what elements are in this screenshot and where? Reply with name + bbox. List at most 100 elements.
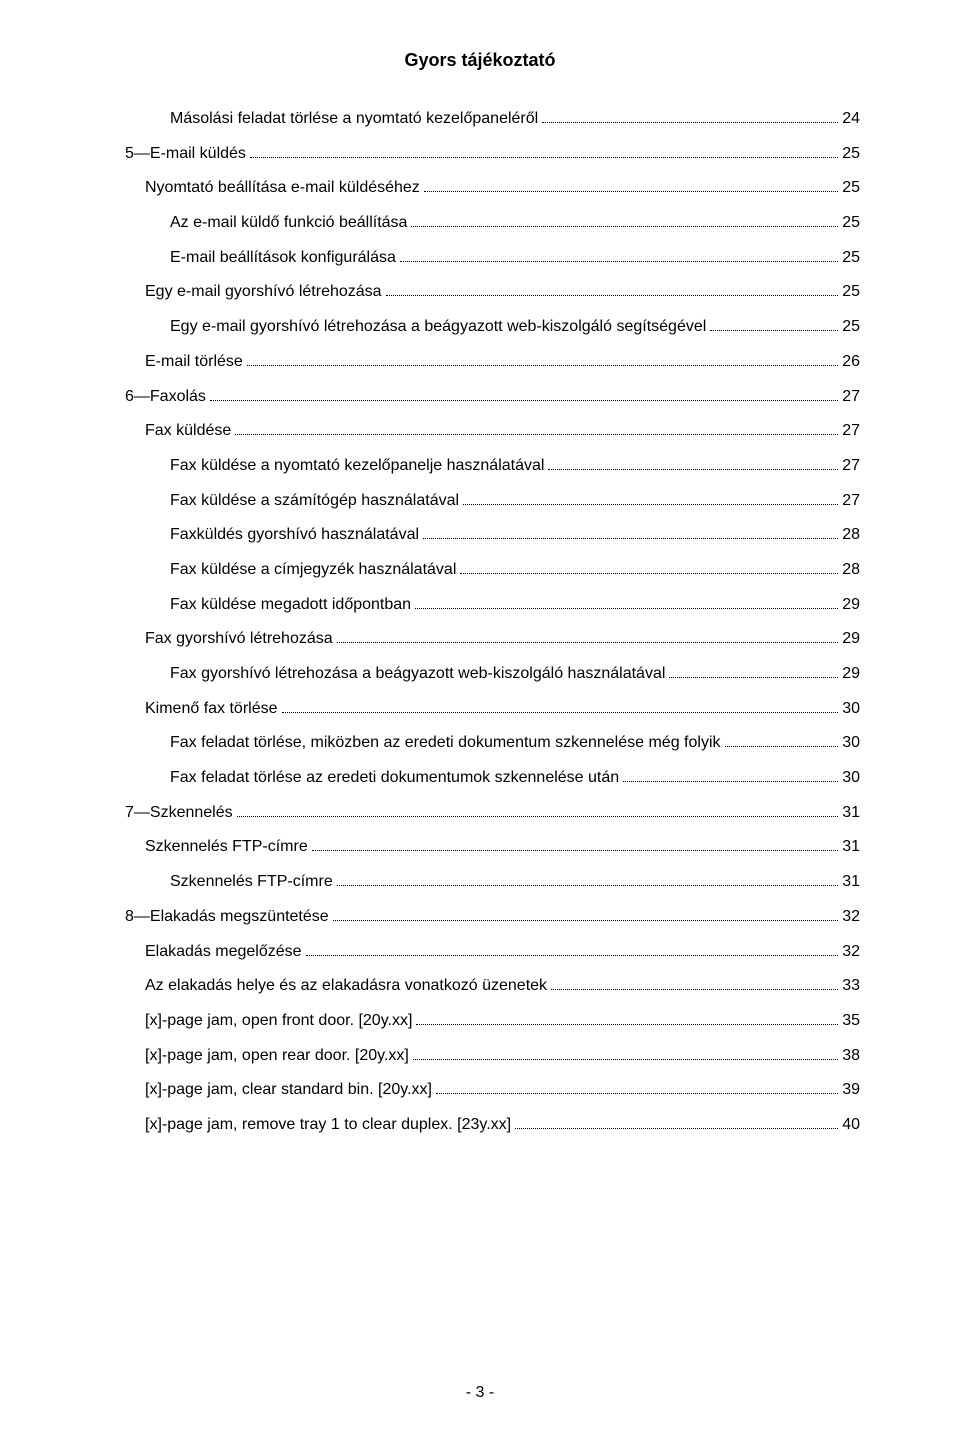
toc-entry-page: 30	[842, 733, 860, 752]
toc-leader-dots	[551, 989, 838, 990]
toc-entry-label: Másolási feladat törlése a nyomtató keze…	[170, 109, 538, 128]
toc-leader-dots	[542, 122, 838, 123]
toc-row: Az e-mail küldő funkció beállítása25	[100, 213, 860, 232]
toc-entry-label: Fax küldése	[145, 421, 231, 440]
toc-row: Szkennelés FTP-címre 31	[100, 837, 860, 856]
toc-row: [x]-page jam, open rear door. [20y.xx] 38	[100, 1046, 860, 1065]
toc-entry-label: Egy e-mail gyorshívó létrehozása	[145, 282, 382, 301]
toc-leader-dots	[250, 157, 838, 158]
table-of-contents: Másolási feladat törlése a nyomtató keze…	[100, 109, 860, 1134]
toc-leader-dots	[210, 400, 838, 401]
toc-entry-label: Faxküldés gyorshívó használatával	[170, 525, 419, 544]
toc-leader-dots	[386, 295, 839, 296]
toc-entry-page: 27	[842, 491, 860, 510]
toc-entry-label: Az elakadás helye és az elakadásra vonat…	[145, 976, 547, 995]
toc-entry-page: 25	[842, 213, 860, 232]
toc-leader-dots	[424, 191, 838, 192]
toc-leader-dots	[710, 330, 838, 331]
toc-entry-page: 25	[842, 248, 860, 267]
toc-entry-page: 40	[842, 1115, 860, 1134]
toc-entry-page: 38	[842, 1046, 860, 1065]
toc-leader-dots	[400, 261, 838, 262]
toc-row: Az elakadás helye és az elakadásra vonat…	[100, 976, 860, 995]
toc-entry-label: Fax feladat törlése az eredeti dokumentu…	[170, 768, 619, 787]
page-footer: - 3 -	[0, 1384, 960, 1402]
toc-entry-page: 33	[842, 976, 860, 995]
toc-entry-label: Szkennelés FTP-címre	[170, 872, 333, 891]
toc-leader-dots	[306, 955, 839, 956]
toc-leader-dots	[669, 677, 838, 678]
header-title: Gyors tájékoztató	[404, 50, 555, 70]
toc-entry-page: 28	[842, 560, 860, 579]
toc-row: 8—Elakadás megszüntetése 32	[100, 907, 860, 926]
toc-entry-label: Fax küldése megadott időpontban	[170, 595, 411, 614]
toc-entry-label: [x]-page jam, open front door. [20y.xx]	[145, 1011, 412, 1030]
toc-row: 6—Faxolás27	[100, 387, 860, 406]
toc-leader-dots	[423, 538, 838, 539]
toc-entry-label: Szkennelés FTP-címre	[145, 837, 308, 856]
toc-entry-page: 27	[842, 456, 860, 475]
toc-leader-dots	[235, 434, 838, 435]
toc-leader-dots	[416, 1024, 838, 1025]
toc-leader-dots	[623, 781, 838, 782]
toc-leader-dots	[463, 504, 838, 505]
toc-leader-dots	[415, 608, 838, 609]
toc-entry-page: 25	[842, 144, 860, 163]
toc-leader-dots	[247, 365, 838, 366]
toc-entry-label: E-mail beállítások konfigurálása	[170, 248, 396, 267]
toc-entry-label: Fax küldése a nyomtató kezelőpanelje has…	[170, 456, 544, 475]
toc-row: Fax küldése 27	[100, 421, 860, 440]
toc-row: Kimenő fax törlése30	[100, 699, 860, 718]
toc-leader-dots	[411, 226, 838, 227]
toc-row: [x]-page jam, remove tray 1 to clear dup…	[100, 1115, 860, 1134]
toc-row: E-mail beállítások konfigurálása 25	[100, 248, 860, 267]
footer-page-number: - 3 -	[466, 1384, 494, 1401]
toc-leader-dots	[333, 920, 839, 921]
toc-entry-label: Elakadás megelőzése	[145, 942, 302, 961]
toc-entry-label: Kimenő fax törlése	[145, 699, 278, 718]
toc-entry-page: 26	[842, 352, 860, 371]
toc-leader-dots	[436, 1093, 838, 1094]
toc-row: Fax gyorshívó létrehozása 29	[100, 629, 860, 648]
toc-entry-page: 25	[842, 178, 860, 197]
toc-row: Fax küldése a számítógép használatával 27	[100, 491, 860, 510]
toc-entry-label: [x]-page jam, remove tray 1 to clear dup…	[145, 1115, 511, 1134]
toc-entry-page: 31	[842, 837, 860, 856]
toc-row: Nyomtató beállítása e-mail küldéséhez 25	[100, 178, 860, 197]
toc-row: Egy e-mail gyorshívó létrehozása 25	[100, 282, 860, 301]
toc-leader-dots	[413, 1059, 838, 1060]
toc-entry-label: Fax gyorshívó létrehozása	[145, 629, 333, 648]
toc-entry-page: 24	[842, 109, 860, 128]
toc-row: [x]-page jam, open front door. [20y.xx] 3…	[100, 1011, 860, 1030]
toc-entry-label: Fax feladat törlése, miközben az eredeti…	[170, 733, 721, 752]
toc-row: Fax gyorshívó létrehozása a beágyazott w…	[100, 664, 860, 683]
toc-row: Fax feladat törlése az eredeti dokumentu…	[100, 768, 860, 787]
toc-row: Elakadás megelőzése32	[100, 942, 860, 961]
toc-entry-page: 32	[842, 907, 860, 926]
toc-leader-dots	[312, 850, 838, 851]
toc-entry-label: [x]-page jam, open rear door. [20y.xx]	[145, 1046, 409, 1065]
toc-entry-page: 39	[842, 1080, 860, 1099]
toc-entry-label: Fax küldése a számítógép használatával	[170, 491, 459, 510]
toc-entry-label: 8—Elakadás megszüntetése	[125, 907, 329, 926]
toc-row: Fax küldése a nyomtató kezelőpanelje has…	[100, 456, 860, 475]
toc-entry-page: 29	[842, 629, 860, 648]
toc-row: 7—Szkennelés31	[100, 803, 860, 822]
toc-entry-page: 25	[842, 317, 860, 336]
toc-entry-label: 7—Szkennelés	[125, 803, 233, 822]
toc-entry-label: Nyomtató beállítása e-mail küldéséhez	[145, 178, 420, 197]
page-container: Gyors tájékoztató Másolási feladat törlé…	[0, 0, 960, 1452]
toc-row: E-mail törlése 26	[100, 352, 860, 371]
toc-entry-page: 25	[842, 282, 860, 301]
toc-entry-label: Fax gyorshívó létrehozása a beágyazott w…	[170, 664, 665, 683]
toc-row: Fax feladat törlése, miközben az eredeti…	[100, 733, 860, 752]
toc-entry-label: Fax küldése a címjegyzék használatával	[170, 560, 456, 579]
toc-entry-label: [x]-page jam, clear standard bin. [20y.x…	[145, 1080, 432, 1099]
toc-entry-page: 27	[842, 421, 860, 440]
toc-entry-label: E-mail törlése	[145, 352, 243, 371]
toc-entry-label: 6—Faxolás	[125, 387, 206, 406]
toc-entry-page: 29	[842, 595, 860, 614]
toc-row: Egy e-mail gyorshívó létrehozása a beágy…	[100, 317, 860, 336]
page-header: Gyors tájékoztató	[100, 50, 860, 71]
toc-entry-page: 35	[842, 1011, 860, 1030]
